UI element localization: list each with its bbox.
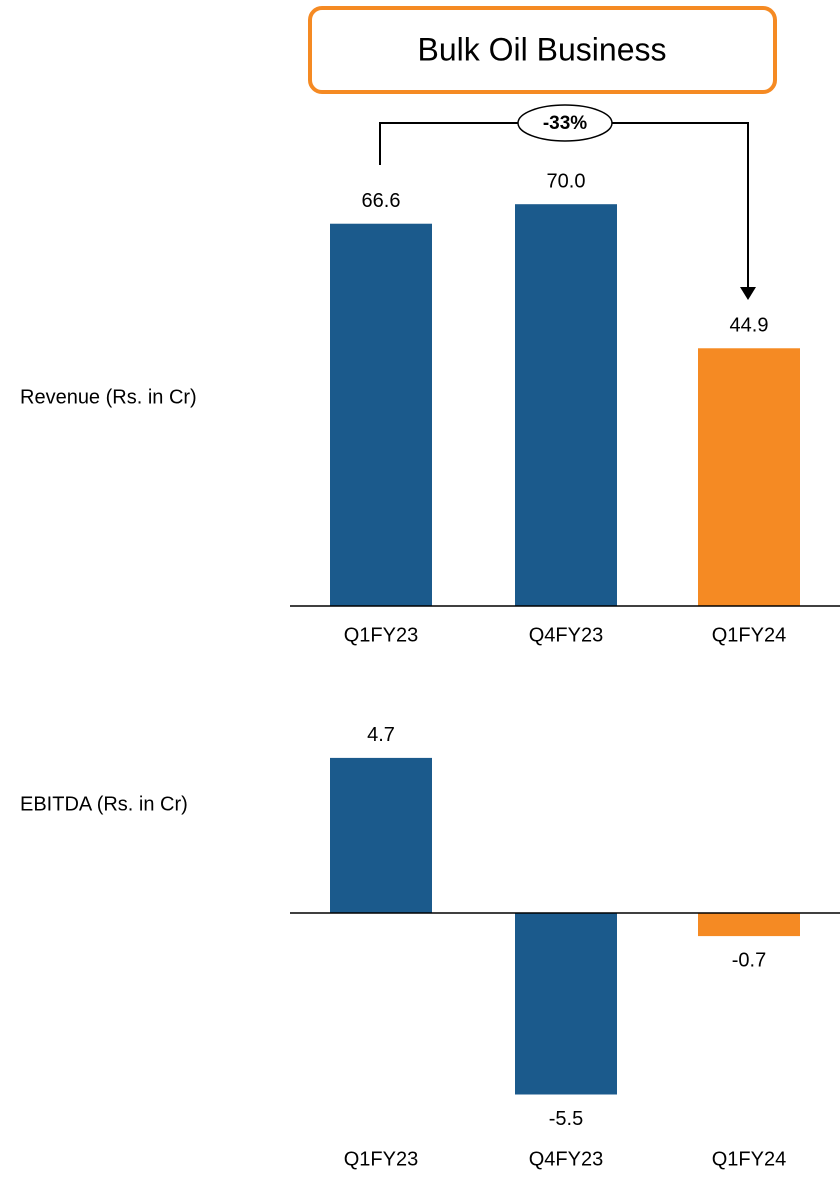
change-label: -33% <box>543 113 587 134</box>
x-tick-label: Q4FY23 <box>529 1148 603 1170</box>
bar <box>515 204 617 606</box>
x-tick-label: Q1FY24 <box>712 624 786 646</box>
title-box <box>308 6 777 94</box>
value-label: -5.5 <box>549 1108 583 1130</box>
arrow-head <box>740 287 756 300</box>
bar <box>698 348 800 606</box>
x-tick-label: Q1FY23 <box>344 1148 418 1170</box>
x-tick-label: Q1FY23 <box>344 624 418 646</box>
bar <box>698 913 800 937</box>
value-label: 4.7 <box>367 724 395 746</box>
y-axis-label: EBITDA (Rs. in Cr) <box>20 793 188 815</box>
x-tick-label: Q4FY23 <box>529 624 603 646</box>
bar <box>330 757 432 913</box>
value-label: 70.0 <box>547 170 586 192</box>
x-tick-label: Q1FY24 <box>712 1148 786 1170</box>
bar <box>515 913 617 1095</box>
value-label: 66.6 <box>362 190 401 212</box>
value-label: -0.7 <box>732 949 766 971</box>
bar <box>330 223 432 606</box>
change-badge <box>517 104 613 142</box>
y-axis-label: Revenue (Rs. in Cr) <box>20 386 197 408</box>
value-label: 44.9 <box>730 315 769 337</box>
chart-title: Bulk Oil Business <box>418 31 667 67</box>
